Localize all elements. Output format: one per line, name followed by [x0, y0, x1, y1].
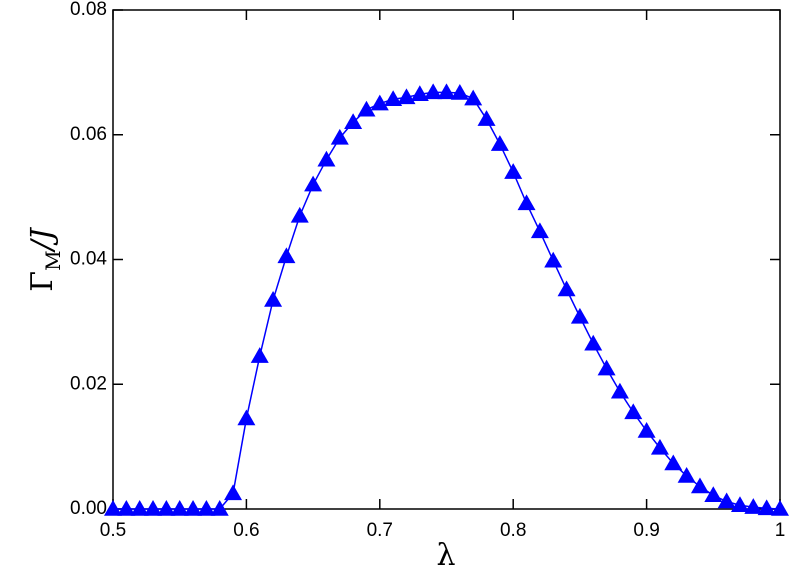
marker	[570, 307, 589, 324]
x-axis-label: λ	[436, 538, 455, 573]
marker	[344, 113, 363, 130]
marker	[384, 90, 403, 106]
y-tick-label: 0.00	[70, 498, 107, 519]
marker	[690, 477, 709, 494]
marker	[477, 110, 496, 126]
marker	[544, 251, 563, 268]
marker	[650, 438, 669, 455]
y-axis-label: ΓM/J	[25, 226, 65, 291]
marker	[424, 83, 443, 100]
y-label-subscript: M	[41, 250, 65, 270]
marker	[330, 128, 349, 145]
y-tick-label: 0.08	[70, 0, 107, 20]
marker	[237, 409, 256, 426]
marker	[757, 499, 776, 516]
marker	[290, 206, 309, 223]
marker	[304, 175, 323, 192]
marker	[610, 382, 629, 399]
marker	[117, 500, 136, 516]
marker	[317, 150, 336, 167]
marker	[157, 500, 176, 516]
marker	[277, 247, 296, 264]
x-tick-label: 0.9	[633, 520, 659, 541]
x-tick-label: 0.8	[500, 520, 526, 541]
marker	[557, 280, 576, 297]
marker	[250, 347, 269, 363]
marker	[210, 500, 229, 516]
marker	[130, 500, 149, 516]
marker	[264, 291, 283, 307]
marker	[490, 135, 509, 151]
marker	[437, 83, 456, 100]
marker	[584, 334, 603, 351]
marker	[104, 500, 122, 516]
marker	[771, 500, 789, 516]
marker	[597, 359, 616, 376]
marker	[504, 163, 523, 179]
marker	[730, 496, 749, 513]
x-tick-label: 0.7	[367, 520, 393, 541]
marker	[717, 492, 736, 509]
marker	[357, 100, 376, 117]
marker	[224, 484, 243, 501]
y-tick-label: 0.04	[70, 249, 107, 270]
x-tick-label: 0.5	[100, 520, 126, 541]
marker	[517, 194, 536, 211]
marker	[704, 486, 723, 503]
y-label-symbol: Γ	[25, 271, 60, 292]
marker	[370, 94, 389, 111]
marker	[397, 88, 416, 105]
marker	[184, 500, 203, 516]
marker	[144, 500, 163, 516]
x-tick-label: 0.6	[233, 520, 259, 541]
marker	[624, 403, 643, 420]
marker	[677, 466, 696, 483]
marker	[410, 85, 429, 101]
series-line	[113, 91, 781, 510]
marker	[197, 500, 216, 516]
x-tick-label: 1	[775, 520, 786, 541]
marker	[464, 89, 483, 106]
y-label-suffix: /J	[25, 226, 60, 253]
marker	[170, 500, 189, 516]
marker	[450, 83, 469, 100]
y-tick-label: 0.06	[70, 124, 107, 145]
marker	[530, 222, 549, 239]
marker	[744, 498, 763, 514]
marker	[637, 422, 656, 438]
y-tick-label: 0.02	[70, 373, 107, 394]
marker	[664, 454, 683, 471]
